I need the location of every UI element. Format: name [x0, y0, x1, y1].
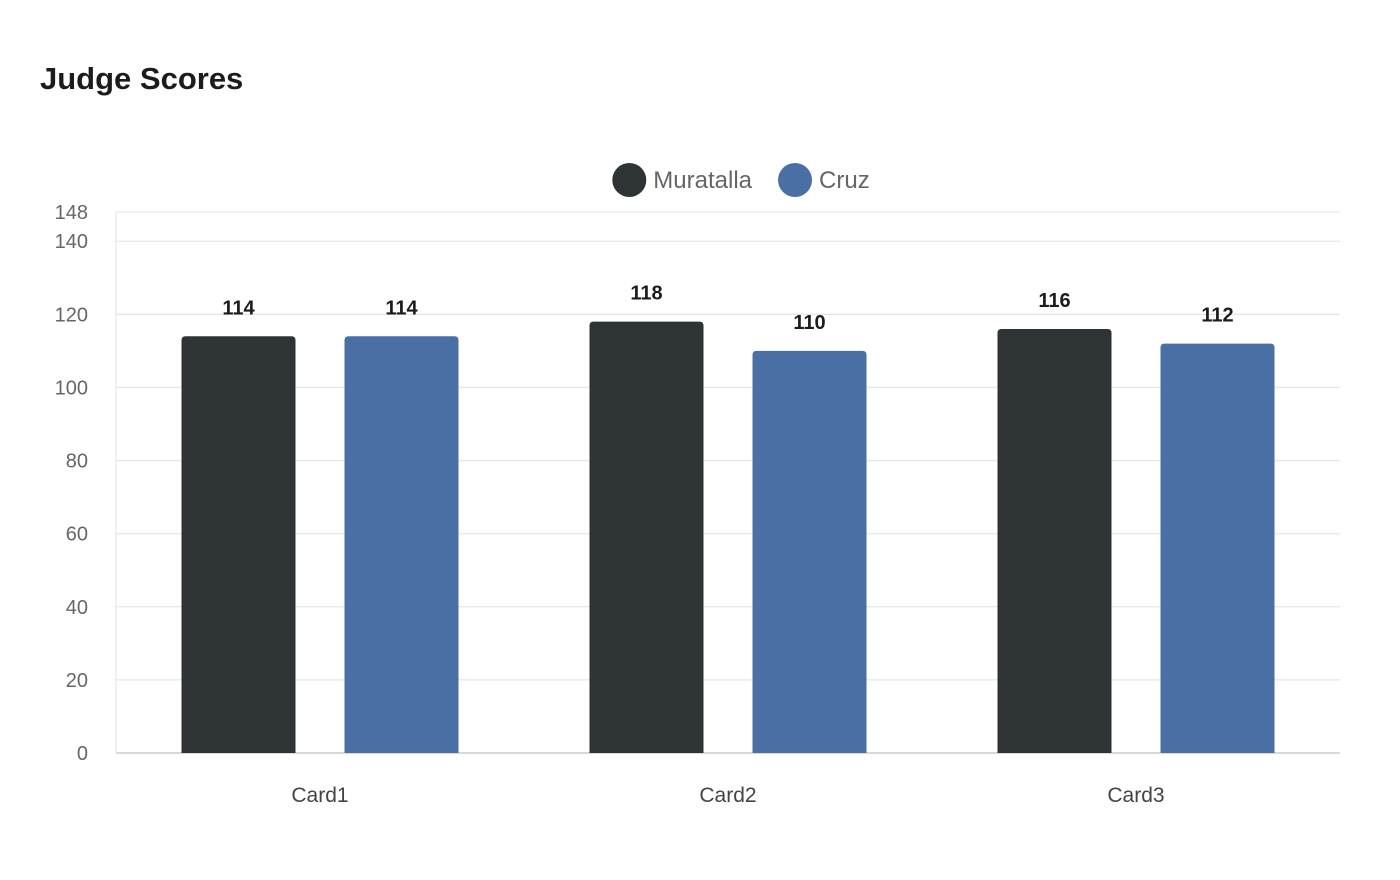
y-tick-label: 140	[55, 231, 88, 253]
legend-label: Muratalla	[653, 167, 752, 194]
y-tick-label: 80	[66, 451, 88, 473]
bar-cruz-card1[interactable]	[344, 336, 459, 753]
bar-muratalla-card2[interactable]	[589, 321, 704, 753]
legend-label: Cruz	[819, 167, 870, 194]
y-tick-label: 120	[55, 304, 88, 326]
data-labels: 114 114 118 110 116 112	[222, 283, 1233, 334]
bar-cruz-card3[interactable]	[1160, 343, 1275, 753]
bar-muratalla-card1[interactable]	[181, 336, 296, 753]
legend-swatch	[778, 163, 813, 197]
bar-value-label: 118	[630, 283, 662, 305]
y-tick-label: 100	[55, 377, 88, 399]
legend[interactable]: Muratalla Cruz	[612, 163, 870, 197]
y-tick-label: 40	[66, 597, 88, 619]
bar-value-label: 114	[385, 297, 418, 319]
bars	[181, 321, 1275, 753]
legend-item-muratalla[interactable]: Muratalla	[612, 163, 753, 197]
y-tick-label: 0	[77, 743, 88, 765]
y-tick-label: 60	[66, 524, 88, 546]
axes: 0 20 40 60 80 100 120 140 148 Card1 Card2 Card3	[55, 202, 1340, 807]
x-tick-label: Card2	[699, 784, 756, 807]
bar-cruz-card2[interactable]	[752, 350, 867, 753]
bar-muratalla-card3[interactable]	[997, 328, 1112, 753]
y-tick-label: 148	[55, 202, 88, 224]
legend-item-cruz[interactable]: Cruz	[778, 163, 870, 197]
bar-value-label: 112	[1201, 305, 1233, 327]
legend-swatch	[612, 163, 647, 197]
y-tick-label: 20	[66, 670, 88, 692]
x-tick-label: Card3	[1107, 784, 1164, 807]
chart-title: Judge Scores	[40, 61, 244, 96]
x-tick-label: Card1	[291, 784, 348, 807]
gridlines	[116, 211, 1340, 681]
bar-value-label: 116	[1038, 290, 1070, 312]
bar-value-label: 114	[222, 297, 255, 319]
bar-value-label: 110	[793, 312, 825, 334]
